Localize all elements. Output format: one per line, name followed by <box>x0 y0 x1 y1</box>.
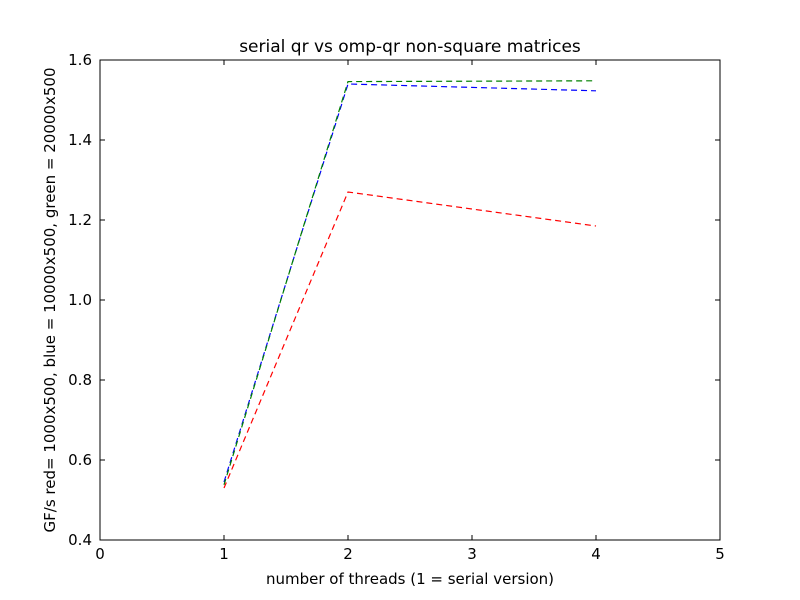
x-tick-label: 3 <box>467 545 477 563</box>
series-line-green <box>223 80 597 485</box>
x-tick-label: 2 <box>343 545 353 563</box>
chart-title: serial qr vs omp-qr non-square matrices <box>239 37 581 57</box>
x-tick-label: 4 <box>591 545 601 563</box>
y-tick-label: 0.8 <box>68 371 92 389</box>
y-tick-label: 1.4 <box>68 131 92 149</box>
x-tick-label: 0 <box>95 545 105 563</box>
series-line-blue <box>223 83 597 483</box>
y-tick-label: 0.6 <box>68 451 92 469</box>
series-layer <box>223 80 597 489</box>
x-tick-label: 1 <box>219 545 229 563</box>
y-tick-label: 1.0 <box>68 291 92 309</box>
y-tick-label: 1.2 <box>68 211 92 229</box>
y-tick-label: 0.4 <box>68 531 92 549</box>
ticks-layer: 0 1 2 3 4 5 0.4 0.6 0.8 1.0 1.2 1.4 1.6 <box>68 51 725 563</box>
y-axis-label: GF/s red= 1000x500, blue = 10000x500, gr… <box>41 68 59 533</box>
series-line-red <box>223 191 597 489</box>
x-tick-label: 5 <box>715 545 725 563</box>
y-tick-label: 1.6 <box>68 51 92 69</box>
x-axis-label: number of threads (1 = serial version) <box>266 570 554 588</box>
